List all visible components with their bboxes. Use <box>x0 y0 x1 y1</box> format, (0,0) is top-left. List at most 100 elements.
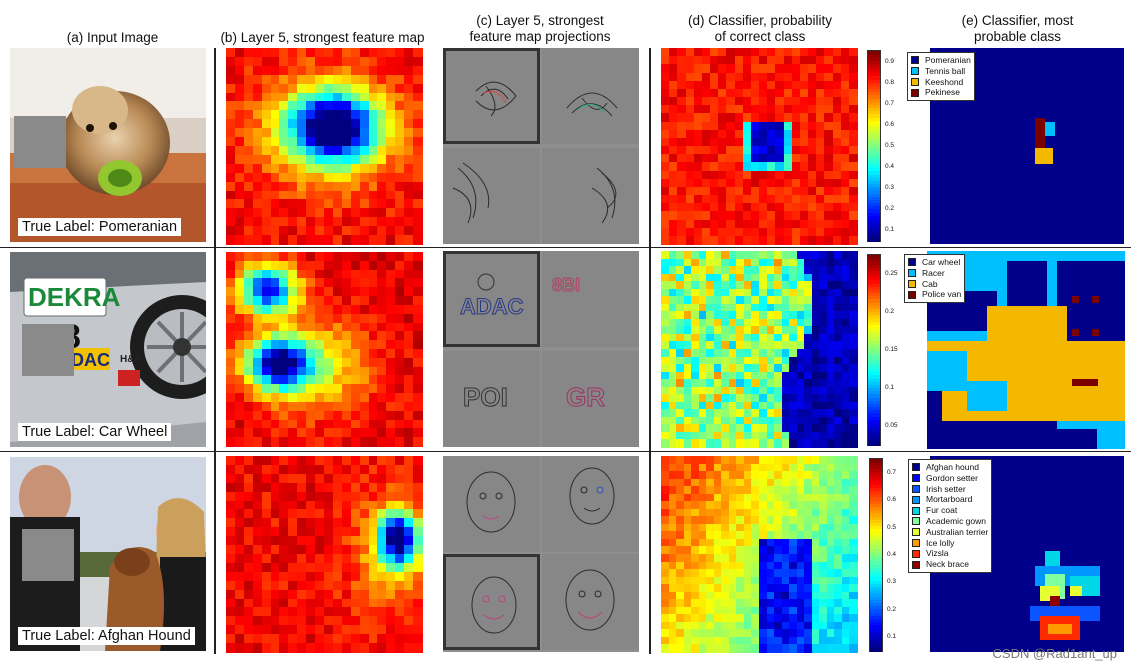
heatmap-cell <box>816 113 825 123</box>
heatmap-cell <box>368 172 379 183</box>
heatmap-cell <box>306 199 316 209</box>
heatmap-cell <box>252 634 263 644</box>
heatmap-cell <box>781 614 790 623</box>
heatmap-cell <box>386 92 396 103</box>
heatmap-cell <box>413 172 423 183</box>
colorbar-tick-label: 0.2 <box>885 308 895 315</box>
heatmap-cell <box>721 364 730 373</box>
heatmap-cell <box>243 349 254 359</box>
heatmap-cell <box>804 471 813 480</box>
heatmap-cell <box>781 629 790 638</box>
heatmap-cell <box>661 478 670 487</box>
heatmap-cell <box>386 580 396 591</box>
heatmap-cell <box>288 401 298 412</box>
heatmap-cell <box>791 48 801 57</box>
heatmap-cell <box>691 386 700 395</box>
probability-heatmap <box>661 251 858 448</box>
heatmap-cell <box>728 273 737 282</box>
heatmap-cell <box>377 217 387 227</box>
heatmap-cell <box>350 269 361 280</box>
heatmap-cell <box>706 629 715 638</box>
heatmap-cell <box>721 493 730 502</box>
heatmap-cell <box>386 366 396 377</box>
heatmap-cell <box>368 437 379 447</box>
heatmap-cell <box>728 606 737 615</box>
heatmap-cell <box>796 439 805 448</box>
heatmap-cell <box>789 296 798 305</box>
heatmap-cell <box>819 538 828 548</box>
heatmap-cell <box>808 88 817 98</box>
heatmap-cell <box>808 178 817 188</box>
heatmap-cell <box>324 92 334 103</box>
heatmap-cell <box>849 431 858 441</box>
heatmap-cell <box>767 137 776 147</box>
heatmap-cell <box>377 260 387 271</box>
heatmap-cell <box>243 554 254 564</box>
heatmap-cell <box>234 384 245 394</box>
heatmap-cell <box>701 186 711 196</box>
heatmap-cell <box>751 463 760 472</box>
heatmap-cell <box>676 486 685 495</box>
heatmap-cell <box>791 72 801 82</box>
heatmap-cell <box>234 464 245 475</box>
legend-entry: Vizsla <box>912 548 988 559</box>
colorbar-segment <box>870 503 882 508</box>
heatmap-cell <box>750 121 760 131</box>
heatmap-cell <box>804 508 813 517</box>
heatmap-cell <box>413 554 423 564</box>
heatmap-cell <box>706 554 715 563</box>
heatmap-cell <box>832 113 842 123</box>
heatmap-cell <box>824 146 834 155</box>
heatmap-cell <box>683 409 692 418</box>
heatmap-cell <box>832 227 842 237</box>
heatmap-cell <box>693 129 703 139</box>
heatmap-cell <box>261 384 272 394</box>
heatmap-cell <box>297 181 307 192</box>
heatmap-cell <box>395 269 405 280</box>
heatmap-cell <box>395 340 405 350</box>
heatmap-cell <box>849 471 858 480</box>
heatmap-cell <box>243 260 254 271</box>
heatmap-cell <box>743 606 753 615</box>
heatmap-cell <box>781 546 790 555</box>
heatmap-cell <box>743 303 753 312</box>
heatmap-cell <box>811 561 820 570</box>
heatmap-cell <box>726 170 736 180</box>
colorbar-segment <box>868 146 880 150</box>
heatmap-cell <box>775 219 785 229</box>
heatmap-cell <box>683 296 692 305</box>
heatmap-cell <box>413 616 423 626</box>
heatmap-cell <box>669 56 678 65</box>
heatmap-cell <box>359 48 370 58</box>
heatmap-cell <box>736 508 745 517</box>
heatmap-cell <box>691 591 700 600</box>
heatmap-cell <box>261 349 272 359</box>
heatmap-cell <box>324 235 334 245</box>
heatmap-cell <box>350 562 361 573</box>
heatmap-cell <box>728 576 737 585</box>
heatmap-cell <box>783 113 793 123</box>
heatmap-cell <box>811 296 820 305</box>
heatmap-cell <box>841 478 851 487</box>
heatmap-cell <box>306 456 316 466</box>
heatmap-cell <box>332 119 343 129</box>
heatmap-cell <box>849 531 858 540</box>
heatmap-cell <box>759 88 768 98</box>
heatmap-cell <box>324 163 334 174</box>
heatmap-cell <box>377 643 387 653</box>
heatmap-cell <box>377 625 387 635</box>
heatmap-cell <box>736 599 745 608</box>
heatmap-cell <box>718 48 727 57</box>
heatmap-cell <box>404 589 414 600</box>
heatmap-cell <box>710 113 719 123</box>
legend-entry: Keeshond <box>911 77 971 88</box>
heatmap-cell <box>811 281 820 290</box>
heatmap-cell <box>759 471 768 480</box>
heatmap-cell <box>252 607 263 617</box>
heatmap-cell <box>297 545 307 555</box>
heatmap-cell <box>759 424 768 433</box>
heatmap-cell <box>279 119 289 129</box>
heatmap-cell <box>243 181 254 192</box>
heatmap-cell <box>332 287 343 297</box>
heatmap-cell <box>743 364 753 373</box>
